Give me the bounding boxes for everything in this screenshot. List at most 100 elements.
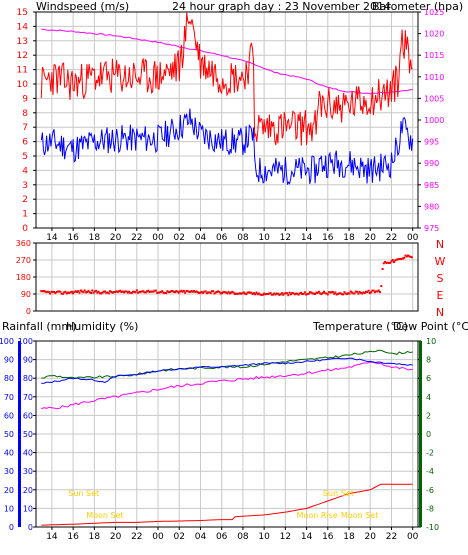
direction-point <box>326 293 329 296</box>
humidity-ytick-label: 30 <box>4 467 14 476</box>
direction-point <box>409 255 412 258</box>
rainfall-line <box>41 483 413 526</box>
direction-point <box>109 290 112 293</box>
humidity-ytick-label: 100 <box>0 337 14 346</box>
p1-xtick-label: 04 <box>195 233 207 243</box>
p1-xtick-label: 16 <box>67 233 79 243</box>
temperature-ytick-label: 4 <box>426 393 431 402</box>
wind-ytick-label: 4 <box>22 166 28 176</box>
direction-point <box>335 293 338 296</box>
direction-point <box>191 290 194 293</box>
humidity-axis-title: Humidity (%) <box>66 320 138 333</box>
direction-letter-1: W <box>435 255 446 268</box>
direction-point <box>77 290 80 293</box>
direction-point <box>119 289 122 292</box>
direction-point <box>116 290 119 293</box>
rainfall-ytick-label: 40 <box>23 449 33 458</box>
direction-point <box>297 293 300 296</box>
direction-point <box>63 291 66 294</box>
direction-point <box>302 292 305 295</box>
p3-xtick-label: 08 <box>237 532 249 542</box>
annotation-2: Moon Rise <box>297 511 338 520</box>
direction-point <box>79 289 82 292</box>
direction-point <box>303 291 306 294</box>
direction-point <box>340 293 343 296</box>
direction-point <box>300 291 303 294</box>
direction-point <box>264 293 267 296</box>
direction-point <box>385 261 388 264</box>
wind-ytick-label: 0 <box>22 224 28 234</box>
direction-point <box>358 290 361 293</box>
direction-point <box>301 293 304 296</box>
humidity-ytick-label: 60 <box>4 411 14 420</box>
direction-point <box>253 292 255 295</box>
direction-point <box>198 292 201 294</box>
direction-point <box>379 291 381 294</box>
p3-xtick-label: 04 <box>195 532 207 542</box>
rainfall-ytick-label: 60 <box>23 411 33 420</box>
rainfall-ytick-label: 20 <box>23 486 33 495</box>
humidity-ytick-label: 50 <box>4 430 14 439</box>
direction-point <box>64 290 67 293</box>
humidity-ytick-label: 70 <box>4 393 14 402</box>
direction-point <box>93 290 96 293</box>
p1-xtick-label: 18 <box>343 233 355 243</box>
direction-point <box>140 290 143 293</box>
direction-ytick-label: 360 <box>16 239 31 248</box>
temperature-line <box>41 349 413 380</box>
direction-point <box>170 290 173 293</box>
barometer-ytick-label: 1000 <box>424 116 444 125</box>
direction-point <box>47 291 50 294</box>
direction-point <box>349 290 352 293</box>
barometer-ytick-label: 1025 <box>424 8 444 17</box>
direction-point <box>296 292 299 295</box>
direction-point <box>352 292 355 295</box>
direction-point <box>240 292 243 295</box>
humidity-ytick-label: 20 <box>4 486 14 495</box>
wind-ytick-label: 5 <box>22 152 28 162</box>
direction-point <box>281 292 283 295</box>
wind-ytick-label: 15 <box>17 8 28 18</box>
direction-point <box>306 293 309 295</box>
direction-point <box>368 292 371 294</box>
p3-xtick-label: 06 <box>216 532 228 542</box>
direction-point <box>319 292 322 295</box>
direction-point <box>323 290 325 293</box>
direction-point <box>274 293 277 296</box>
direction-point <box>347 292 350 295</box>
wind-gust-line <box>40 12 413 146</box>
wind-ytick-label: 13 <box>17 37 28 47</box>
barometer-ytick-label: 975 <box>424 224 439 233</box>
direction-point <box>231 290 234 293</box>
direction-point <box>256 293 259 296</box>
direction-point <box>160 290 162 293</box>
direction-point <box>305 293 308 296</box>
p1-xtick-label: 16 <box>322 233 334 243</box>
direction-point <box>232 291 235 294</box>
direction-point <box>376 290 379 293</box>
direction-point <box>242 291 245 294</box>
direction-point <box>394 259 397 262</box>
rainfall-ytick-label: 0 <box>28 523 33 532</box>
direction-point <box>267 293 269 295</box>
direction-point <box>214 291 217 294</box>
direction-point <box>202 291 204 294</box>
rainfall-ytick-label: 10 <box>23 504 33 513</box>
direction-point <box>97 290 100 293</box>
direction-point <box>381 268 384 270</box>
p3-xtick-label: 00 <box>152 532 164 542</box>
direction-point <box>54 292 57 295</box>
direction-point <box>334 291 337 294</box>
direction-point <box>125 290 128 293</box>
direction-point <box>317 290 320 293</box>
direction-point <box>84 291 87 294</box>
p3-xtick-label: 18 <box>89 532 101 542</box>
direction-point <box>86 291 89 293</box>
direction-point <box>255 291 258 294</box>
p3-frame <box>35 340 419 528</box>
p1-xtick-label: 18 <box>89 233 101 243</box>
direction-point <box>389 261 392 264</box>
direction-point <box>404 254 407 257</box>
direction-point <box>260 294 263 296</box>
direction-letter-0: N <box>436 238 444 251</box>
